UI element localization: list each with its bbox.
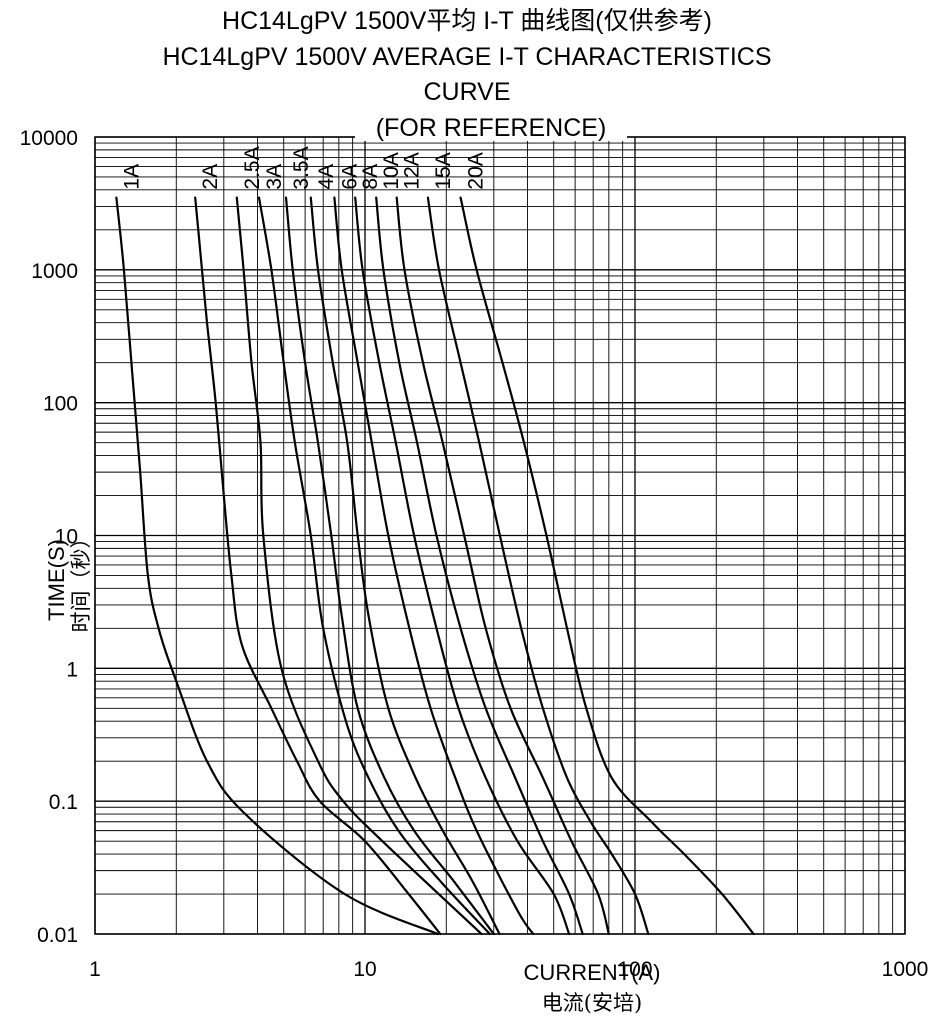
y-tick-label: 100 [43,393,78,416]
series-line-3a [257,196,491,936]
series-label-15a: 15A [432,152,455,189]
series-label-12a: 12A [401,152,424,189]
series-line-12a [395,196,610,936]
series-label-2-5a: 2.5A [241,146,264,189]
series-label-3-5a: 3.5A [290,146,313,189]
series-label-6a: 6A [338,164,361,190]
series-line-3-5a [284,196,495,936]
series-line-2-5a [235,196,483,936]
series-label-10a: 10A [380,152,403,189]
series-label-2a: 2A [199,164,222,190]
chart-title-en-line2: CURVE [423,78,511,106]
series-line-4a [309,196,501,936]
series-line-1a [115,196,439,936]
subtitle-background [355,113,627,141]
x-tick-label: 10 [353,958,376,981]
series-line-6a [333,196,535,936]
y-axis-title-cn: 时间（秒） [69,528,93,633]
y-tick-label: 10 [55,526,78,549]
y-tick-label: 1000 [31,260,78,283]
chart-title-cn: HC14LgPV 1500V平均 I-T 曲线图(仅供参考) [222,7,712,35]
y-tick-label: 0.01 [37,924,78,947]
series-line-15a [426,196,650,936]
series-label-1a: 1A [120,164,143,190]
x-tick-label: 1000 [882,958,929,981]
y-tick-label: 10000 [20,127,78,150]
x-axis-title: CURRENT(A) [524,960,661,985]
chart-title-en: HC14LgPV 1500V AVERAGE I-T CHARACTERISTI… [162,43,772,71]
chart-subtitle-reference: (FOR REFERENCE) [376,114,607,142]
series-label-20a: 20A [465,152,488,189]
series-line-2a [194,196,442,936]
series-label-3a: 3A [263,164,286,190]
x-axis-title-cn: 电流(安培) [542,991,642,1015]
x-tick-label: 100 [617,958,652,981]
series-line-8a [354,196,571,936]
series-line-10a [375,196,584,936]
y-tick-label: 0.1 [49,791,78,814]
y-tick-label: 1 [66,658,78,681]
series-line-20a [459,196,755,936]
series-label-4a: 4A [315,164,338,190]
series-label-8a: 8A [359,164,382,190]
x-tick-label: 1 [89,958,101,981]
axis-ticks: 10000 1000 100 10 1 0.1 0.01 1 10 100 1000 [20,127,929,981]
curves [115,196,755,936]
y-axis-title: TIME(S) [44,539,69,621]
